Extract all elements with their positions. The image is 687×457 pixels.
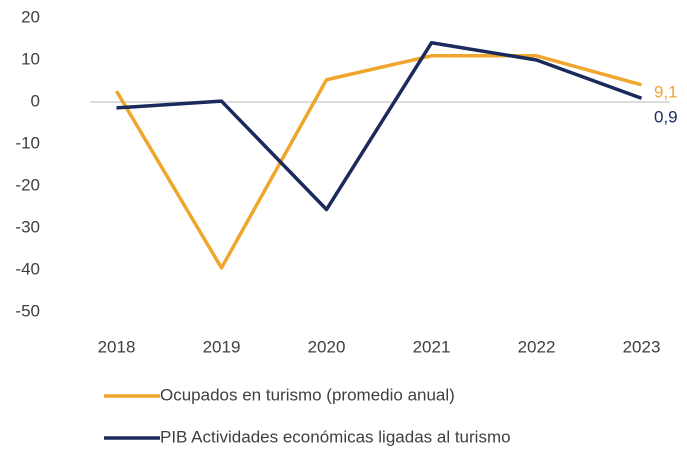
y-tick-label: -40: [15, 259, 40, 278]
y-tick-label: -30: [15, 217, 40, 236]
x-tick-label: 2022: [518, 337, 556, 356]
y-tick-label: -50: [15, 301, 40, 320]
x-tick-label: 2021: [413, 337, 451, 356]
x-tick-label: 2023: [623, 337, 661, 356]
y-tick-label: 20: [21, 7, 40, 26]
y-tick-label: -20: [15, 175, 40, 194]
x-tick-label: 2019: [203, 337, 241, 356]
annotation: 9,1: [654, 82, 678, 101]
y-tick-label: 0: [31, 91, 40, 110]
y-tick-label: -10: [15, 133, 40, 152]
annotation: 0,9: [654, 107, 678, 126]
x-tick-label: 2018: [98, 337, 136, 356]
y-tick-label: 10: [21, 49, 40, 68]
series-line: [116, 41, 643, 212]
legend-label: PIB Actividades económicas ligadas al tu…: [160, 427, 511, 446]
legend-label: Ocupados en turismo (promedio anual): [160, 385, 455, 404]
series-line: [114, 54, 642, 270]
x-tick-label: 2020: [308, 337, 346, 356]
